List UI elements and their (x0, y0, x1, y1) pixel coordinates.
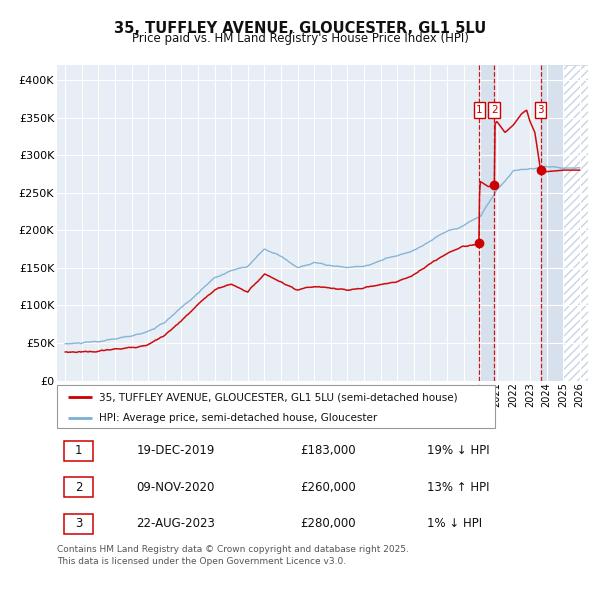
Text: 1: 1 (476, 105, 483, 115)
Text: 1% ↓ HPI: 1% ↓ HPI (427, 517, 482, 530)
Text: 13% ↑ HPI: 13% ↑ HPI (427, 481, 489, 494)
Text: 09-NOV-2020: 09-NOV-2020 (136, 481, 215, 494)
Text: 2: 2 (74, 481, 82, 494)
Text: Price paid vs. HM Land Registry's House Price Index (HPI): Price paid vs. HM Land Registry's House … (131, 32, 469, 45)
FancyBboxPatch shape (57, 385, 495, 428)
Bar (541, 65, 563, 381)
Text: £183,000: £183,000 (300, 444, 356, 457)
Text: 2: 2 (491, 105, 498, 115)
Text: 19% ↓ HPI: 19% ↓ HPI (427, 444, 489, 457)
FancyBboxPatch shape (64, 441, 93, 461)
Text: 3: 3 (74, 517, 82, 530)
Text: 3: 3 (537, 105, 544, 115)
FancyBboxPatch shape (64, 514, 93, 534)
Text: 35, TUFFLEY AVENUE, GLOUCESTER, GL1 5LU (semi-detached house): 35, TUFFLEY AVENUE, GLOUCESTER, GL1 5LU … (98, 392, 457, 402)
Text: 1: 1 (74, 444, 82, 457)
Text: 19-DEC-2019: 19-DEC-2019 (136, 444, 215, 457)
Text: £280,000: £280,000 (300, 517, 356, 530)
Text: HPI: Average price, semi-detached house, Gloucester: HPI: Average price, semi-detached house,… (98, 414, 377, 424)
Text: 35, TUFFLEY AVENUE, GLOUCESTER, GL1 5LU: 35, TUFFLEY AVENUE, GLOUCESTER, GL1 5LU (114, 21, 486, 35)
FancyBboxPatch shape (64, 477, 93, 497)
Text: 22-AUG-2023: 22-AUG-2023 (136, 517, 215, 530)
Bar (479, 65, 494, 381)
Text: £260,000: £260,000 (300, 481, 356, 494)
Text: Contains HM Land Registry data © Crown copyright and database right 2025.
This d: Contains HM Land Registry data © Crown c… (57, 545, 409, 566)
Bar (563, 65, 588, 381)
